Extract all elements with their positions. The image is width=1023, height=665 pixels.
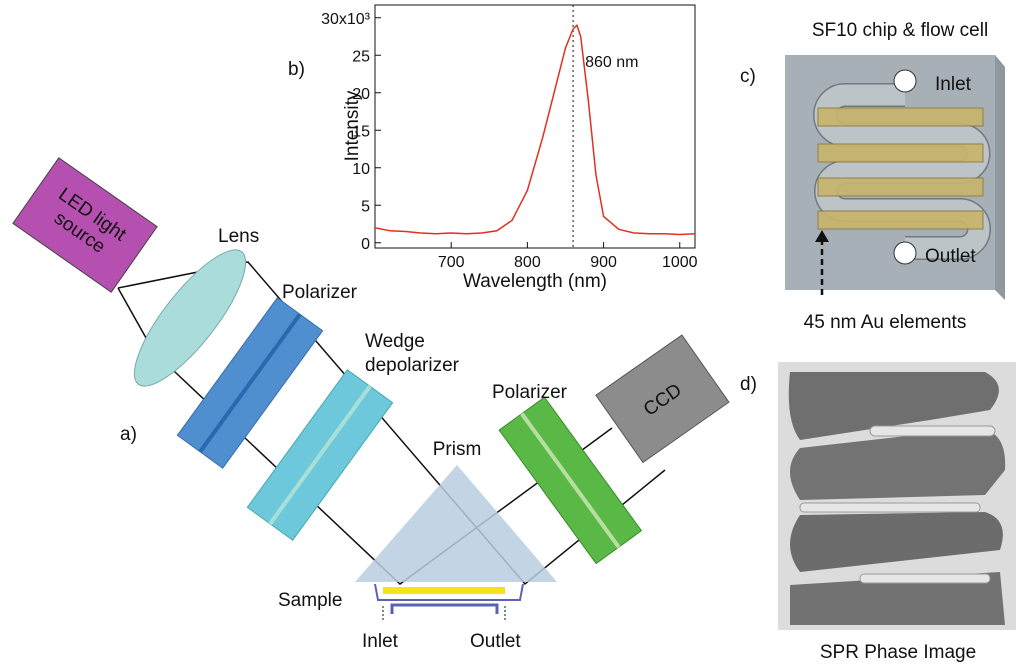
panel-label: a) — [120, 424, 137, 445]
chip-edge — [995, 55, 1005, 300]
image-channel — [870, 426, 995, 436]
annotation-label: 860 nm — [585, 54, 638, 71]
sample — [383, 587, 505, 594]
outlet-label: Outlet — [925, 246, 976, 267]
plot-frame — [375, 5, 695, 248]
image-channel — [800, 503, 980, 512]
inlet-label: Inlet — [935, 74, 972, 95]
x-tick-label: 900 — [590, 254, 617, 271]
panel-caption: SPR Phase Image — [820, 642, 976, 663]
y-tick-label: 30x10³ — [321, 11, 371, 28]
panel-d: d) SPR Phase Image — [740, 362, 1016, 663]
panel-label: d) — [740, 374, 757, 395]
au-element — [818, 144, 983, 162]
inlet-port — [894, 70, 916, 92]
panel-label: b) — [288, 59, 305, 80]
au-element — [818, 108, 983, 126]
x-tick-label: 700 — [438, 254, 465, 271]
x-tick-label: 1000 — [662, 254, 698, 271]
panel-c: SF10 chip & flow cell c) Inlet Outlet 45… — [740, 20, 1005, 333]
prism-label: Prism — [433, 439, 482, 460]
x-axis-label: Wavelength (nm) — [463, 271, 607, 292]
prism — [355, 465, 557, 582]
y-tick-label: 20 — [352, 86, 370, 103]
y-tick-label: 15 — [352, 123, 370, 140]
y-tick-label: 0 — [361, 236, 370, 253]
panel-label: c) — [740, 66, 756, 87]
image-channel — [860, 574, 990, 583]
y-tick-label: 10 — [352, 161, 370, 178]
au-element — [818, 178, 983, 196]
au-element — [818, 211, 983, 229]
lens-label: Lens — [218, 226, 259, 247]
y-tick-label: 25 — [352, 48, 370, 65]
x-tick-label: 800 — [514, 254, 541, 271]
flow-cell — [392, 605, 497, 614]
outlet-port — [894, 242, 916, 264]
figure: LED lightsource Lens Polarizer Wedgedepo… — [0, 0, 1023, 665]
spectrum-line — [375, 25, 695, 234]
outlet-label: Outlet — [470, 631, 521, 652]
polarizer-label: Polarizer — [492, 382, 568, 403]
panel-b: b) Wavelength (nm) Intensity 05101520253… — [288, 5, 698, 292]
polarizer-label: Polarizer — [282, 282, 358, 303]
y-tick-label: 5 — [361, 198, 370, 215]
panel-caption: 45 nm Au elements — [804, 312, 967, 333]
inlet-label: Inlet — [362, 631, 399, 652]
panel-title: SF10 chip & flow cell — [812, 20, 988, 41]
sample-label: Sample — [278, 590, 342, 611]
